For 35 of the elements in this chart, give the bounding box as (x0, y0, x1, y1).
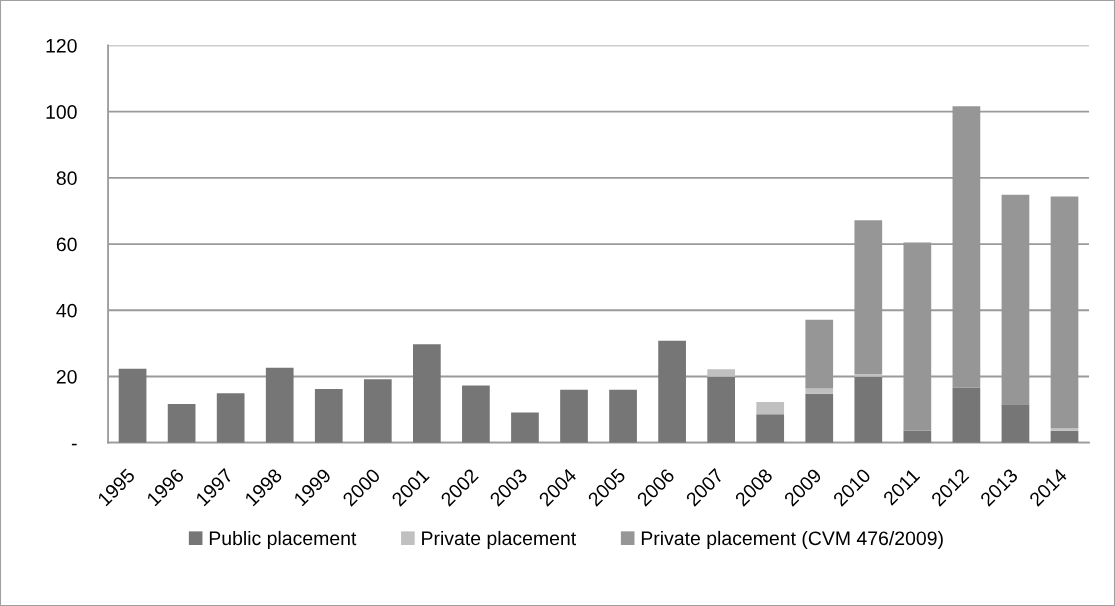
bar (1050, 430, 1079, 443)
legend-label: Private placement (CVM 476/2009) (641, 530, 943, 550)
bar (167, 403, 196, 443)
bar (756, 414, 785, 443)
bar (903, 430, 932, 443)
bar (854, 376, 883, 443)
bar (707, 369, 736, 377)
legend-label: Private placement (422, 530, 577, 550)
y-tick-label: 20 (56, 369, 77, 384)
bar (1050, 428, 1079, 431)
bar (952, 387, 981, 443)
y-tick-label: 120 (46, 38, 77, 53)
bar (609, 389, 637, 443)
bar (707, 376, 736, 443)
bar (462, 385, 490, 443)
legend-label: Public placement (209, 530, 357, 550)
bar (265, 367, 294, 443)
bar (1001, 404, 1030, 443)
y-tick-label: 80 (56, 171, 77, 186)
y-tick-label: - (71, 443, 77, 446)
bar (658, 340, 686, 443)
bar (511, 412, 539, 443)
bar (216, 393, 245, 443)
bar (854, 374, 883, 377)
y-tick-label: 40 (56, 303, 77, 318)
y-tick-label: 60 (56, 237, 77, 252)
bar (756, 401, 785, 415)
bar (560, 389, 588, 443)
bar (363, 379, 392, 443)
bar (805, 393, 834, 443)
bar (314, 389, 343, 443)
y-tick-label: 100 (46, 105, 77, 119)
bar (118, 368, 147, 443)
bar (413, 344, 441, 443)
bar (805, 388, 834, 394)
